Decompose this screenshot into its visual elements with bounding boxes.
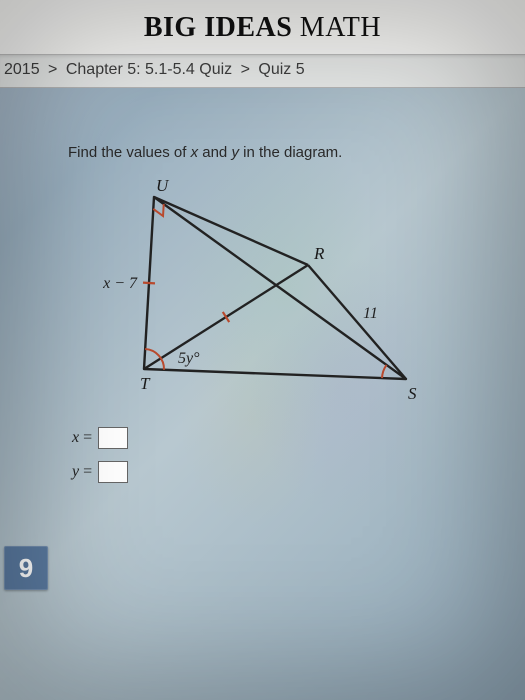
question-prompt: Find the values of x and y in the diagra… — [68, 144, 483, 161]
breadcrumb-item[interactable]: 2015 — [4, 61, 40, 78]
svg-text:S: S — [408, 384, 417, 403]
question-number-badge: 9 — [4, 546, 48, 590]
breadcrumb: 2015 > Chapter 5: 5.1-5.4 Quiz > Quiz 5 — [0, 55, 525, 88]
answer-var-y: y — [72, 463, 79, 481]
breadcrumb-sep: > — [241, 61, 250, 78]
answer-input-y[interactable] — [98, 461, 128, 483]
answer-row-y: y = — [72, 461, 483, 483]
prompt-text: and — [198, 144, 231, 161]
svg-text:11: 11 — [363, 305, 378, 322]
answer-row-x: x = — [72, 427, 483, 449]
geometry-diagram: U T S R x − 7 11 5y° — [86, 179, 426, 409]
answer-var-x: x — [72, 429, 79, 447]
equals-sign: = — [83, 463, 92, 481]
prompt-var-x: x — [191, 144, 199, 161]
brand-logo: BIG IDEAS MATH — [144, 12, 381, 43]
svg-text:T: T — [140, 374, 151, 393]
breadcrumb-item[interactable]: Quiz 5 — [258, 61, 304, 78]
svg-text:R: R — [313, 244, 325, 263]
brand-rest: MATH — [292, 12, 381, 43]
question-number: 9 — [19, 553, 33, 584]
app-header: BIG IDEAS MATH — [0, 0, 525, 55]
svg-text:x − 7: x − 7 — [102, 275, 138, 292]
equals-sign: = — [83, 429, 92, 447]
prompt-text: Find the values of — [68, 144, 191, 161]
svg-text:U: U — [156, 179, 170, 195]
prompt-text: in the diagram. — [239, 144, 342, 161]
prompt-var-y: y — [231, 144, 239, 161]
question-content: Find the values of x and y in the diagra… — [0, 88, 525, 483]
brand-bold: BIG IDEAS — [144, 12, 292, 43]
breadcrumb-sep: > — [48, 61, 57, 78]
answer-input-x[interactable] — [98, 427, 128, 449]
svg-text:5y°: 5y° — [178, 350, 200, 367]
breadcrumb-item[interactable]: Chapter 5: 5.1-5.4 Quiz — [66, 61, 232, 78]
answer-area: x = y = — [72, 427, 483, 483]
